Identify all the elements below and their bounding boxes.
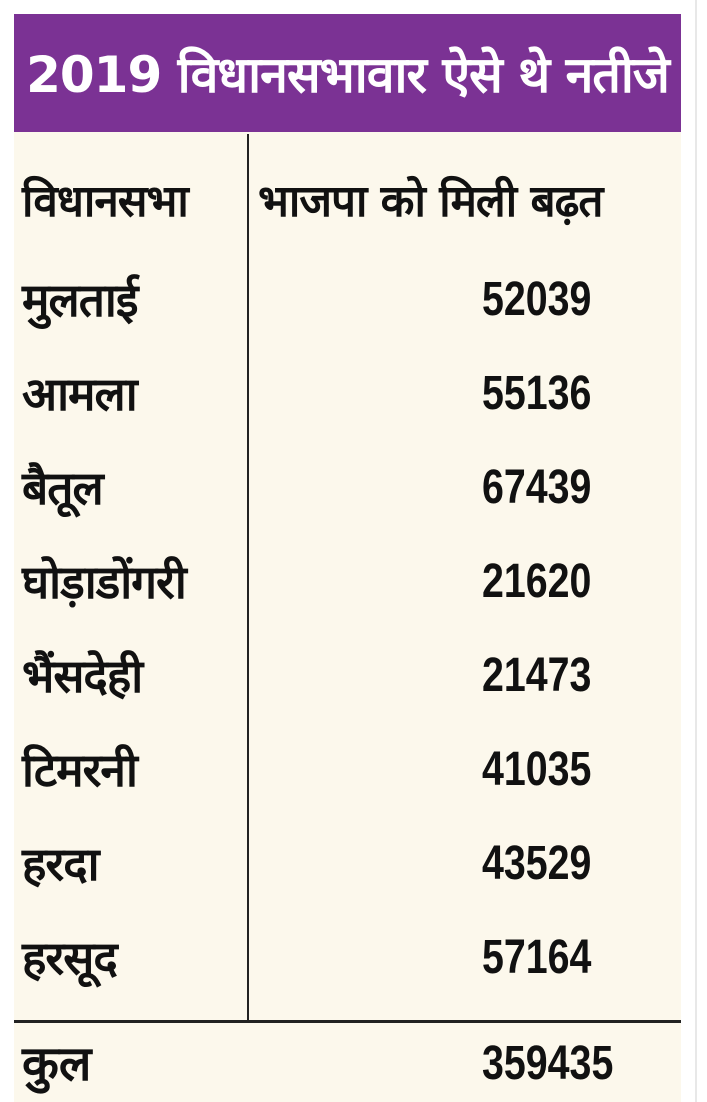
page-edge (695, 0, 697, 1102)
row-constituency: हरसूद (22, 931, 118, 985)
total-label: कुल (22, 1036, 92, 1092)
row-lead-value: 67439 (482, 461, 592, 514)
row-lead-value: 41035 (482, 743, 592, 796)
row-constituency: हरदा (22, 837, 100, 891)
table-row: मुलताई 52039 (14, 254, 681, 346)
row-lead-value: 57164 (482, 931, 592, 984)
row-constituency: भैंसदेही (22, 649, 143, 703)
row-constituency: बैतूल (22, 461, 104, 515)
row-constituency: मुलताई (22, 273, 138, 327)
table-row: घोड़ाडोंगरी 21620 (14, 536, 681, 628)
column-divider (247, 134, 249, 1020)
table-title: 2019 विधानसभावार ऐसे थे नतीजे (26, 46, 670, 104)
header-constituency: विधानसभा (22, 176, 189, 227)
row-constituency: टिमरनी (22, 743, 138, 797)
table-row: हरदा 43529 (14, 818, 681, 910)
table-row: भैंसदेही 21473 (14, 630, 681, 722)
row-constituency: घोड़ाडोंगरी (22, 555, 187, 609)
title-bar: 2019 विधानसभावार ऐसे थे नतीजे (14, 14, 681, 132)
row-lead-value: 43529 (482, 837, 592, 890)
table-row: हरसूद 57164 (14, 912, 681, 1004)
row-lead-value: 21473 (482, 649, 592, 702)
table-row: टिमरनी 41035 (14, 724, 681, 816)
table-row: आमला 55136 (14, 348, 681, 440)
row-constituency: आमला (22, 367, 138, 421)
total-value: 359435 (482, 1037, 614, 1090)
row-lead-value: 21620 (482, 555, 592, 608)
total-divider (14, 1020, 681, 1023)
results-table: 2019 विधानसभावार ऐसे थे नतीजे विधानसभा भ… (14, 14, 681, 1102)
row-lead-value: 52039 (482, 273, 592, 326)
header-lead: भाजपा को मिली बढ़त (258, 176, 603, 227)
table-row: बैतूल 67439 (14, 442, 681, 534)
row-lead-value: 55136 (482, 367, 592, 420)
